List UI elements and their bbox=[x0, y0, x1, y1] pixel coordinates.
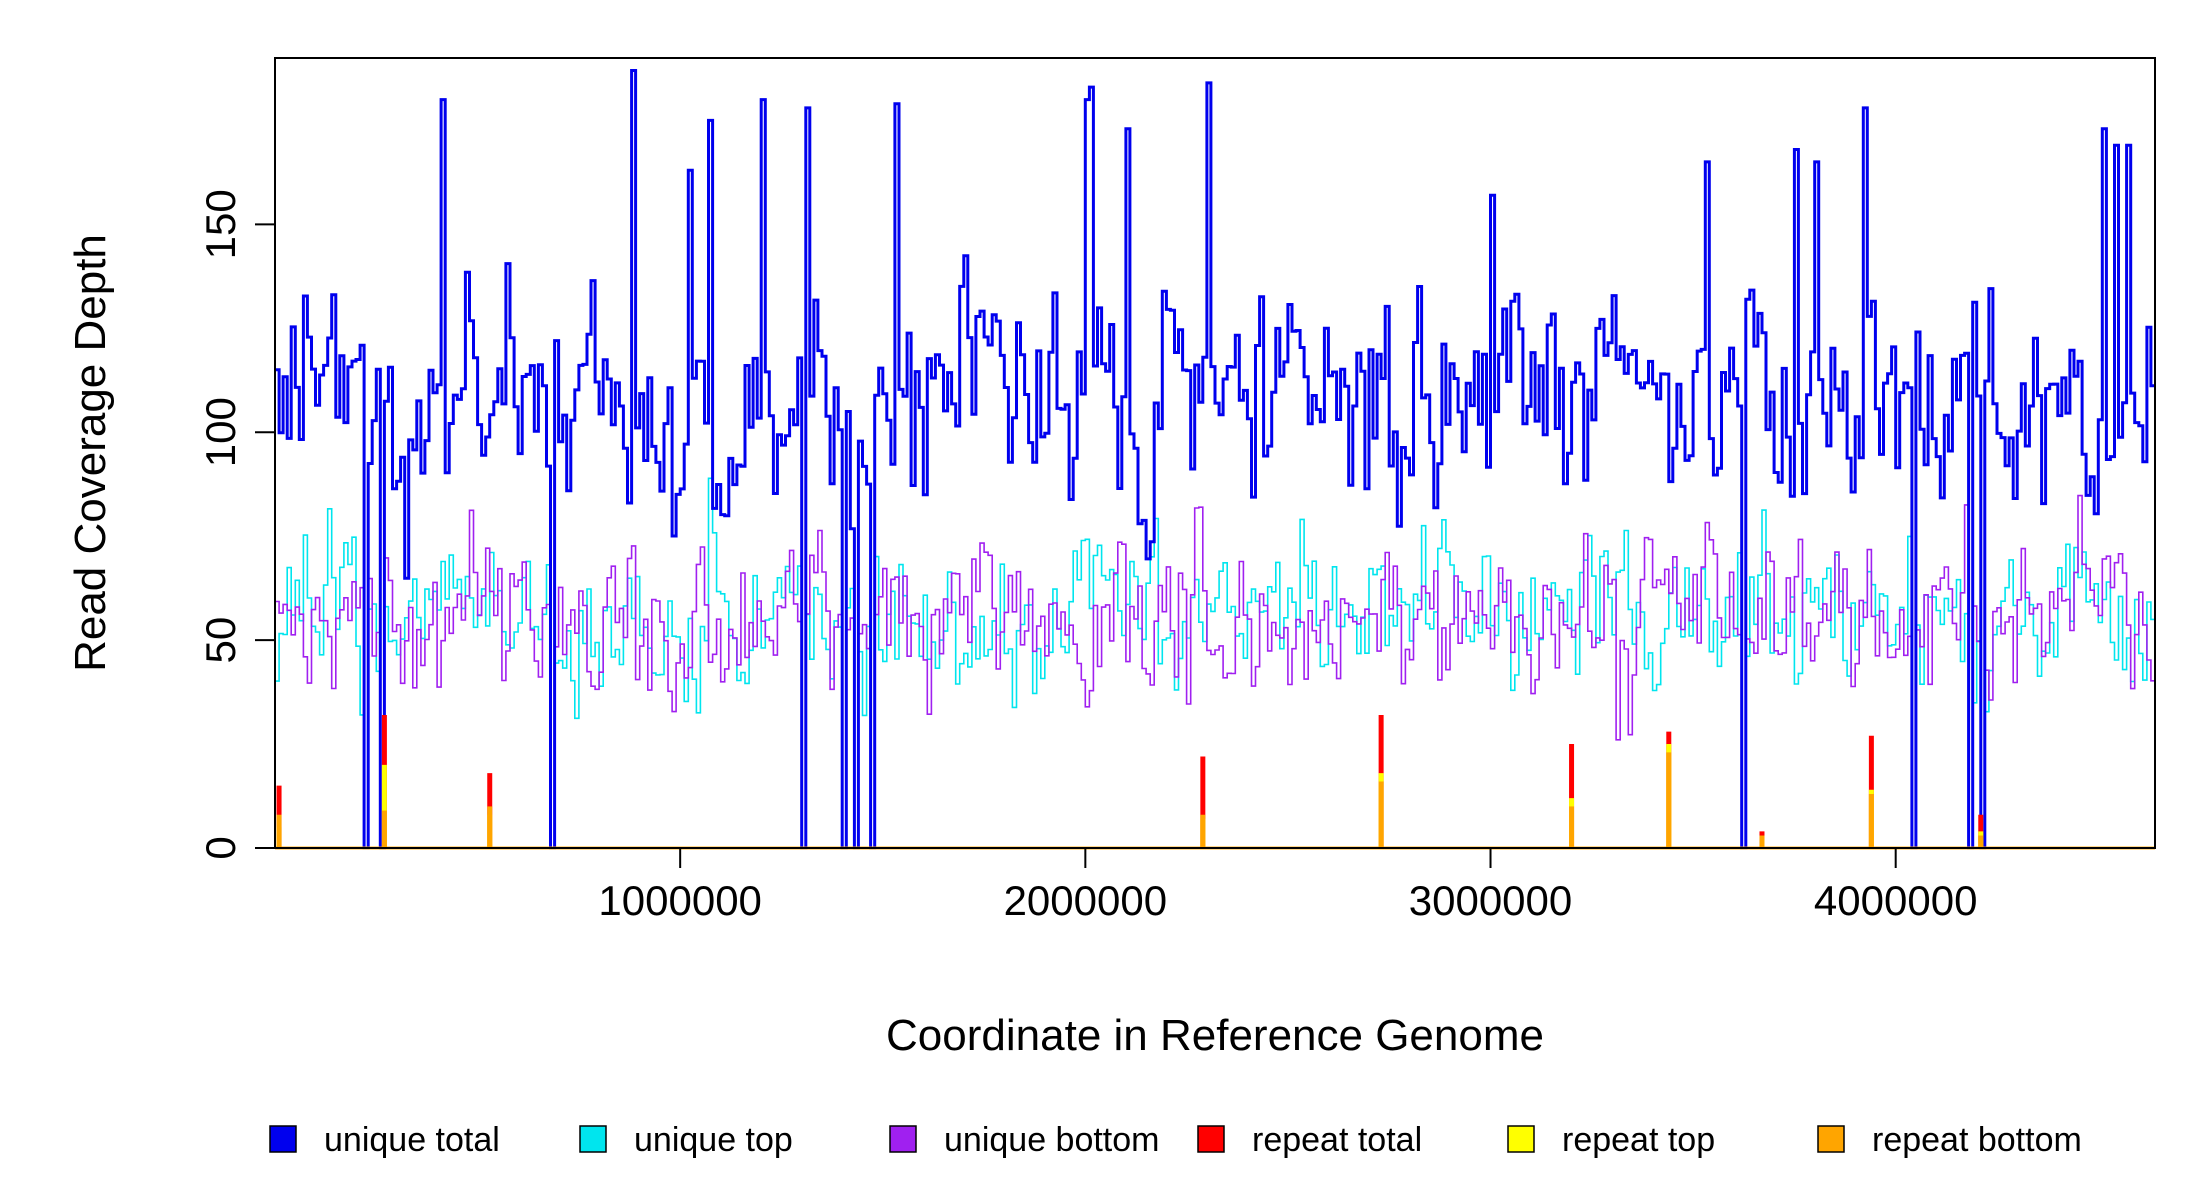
legend-label-0: unique total bbox=[324, 1121, 500, 1159]
x-tick-label-3: 4000000 bbox=[1814, 877, 1978, 924]
y-tick-label-2: 100 bbox=[197, 397, 244, 467]
series-line-unique-top bbox=[275, 477, 2155, 849]
legend-swatch-4 bbox=[1507, 1125, 1535, 1153]
legend-label-1: unique top bbox=[634, 1121, 793, 1159]
y-tick-label-3: 150 bbox=[197, 189, 244, 259]
legend-swatch-2 bbox=[889, 1125, 917, 1153]
legend-label-2: unique bottom bbox=[944, 1121, 1160, 1159]
legend-label-3: repeat total bbox=[1252, 1121, 1422, 1159]
x-tick-label-2: 3000000 bbox=[1409, 877, 1573, 924]
series-line-unique-bottom bbox=[275, 494, 2155, 849]
legend-label-4: repeat top bbox=[1562, 1121, 1715, 1159]
y-tick-label-1: 50 bbox=[197, 617, 244, 664]
x-tick-label-0: 1000000 bbox=[598, 877, 762, 924]
x-axis-label: Coordinate in Reference Genome bbox=[886, 1011, 1544, 1060]
y-axis: 0 50 100 150 bbox=[197, 189, 276, 860]
legend-swatch-1 bbox=[579, 1125, 607, 1153]
x-tick-label-1: 2000000 bbox=[1004, 877, 1168, 924]
y-axis-label: Read Coverage Depth bbox=[66, 234, 115, 672]
plot-frame bbox=[274, 57, 2156, 849]
x-axis: 1000000 2000000 3000000 4000000 bbox=[598, 848, 1977, 924]
legend-swatch-3 bbox=[1197, 1125, 1225, 1153]
y-tick-label-0: 0 bbox=[197, 836, 244, 859]
series-line-unique-total bbox=[275, 69, 2155, 850]
legend-swatch-5 bbox=[1817, 1125, 1845, 1153]
legend: unique total unique top unique bottom repea… bbox=[269, 1121, 2082, 1159]
legend-label-5: repeat bottom bbox=[1872, 1121, 2082, 1159]
series-layer bbox=[275, 69, 2155, 850]
legend-swatch-0 bbox=[269, 1125, 297, 1153]
